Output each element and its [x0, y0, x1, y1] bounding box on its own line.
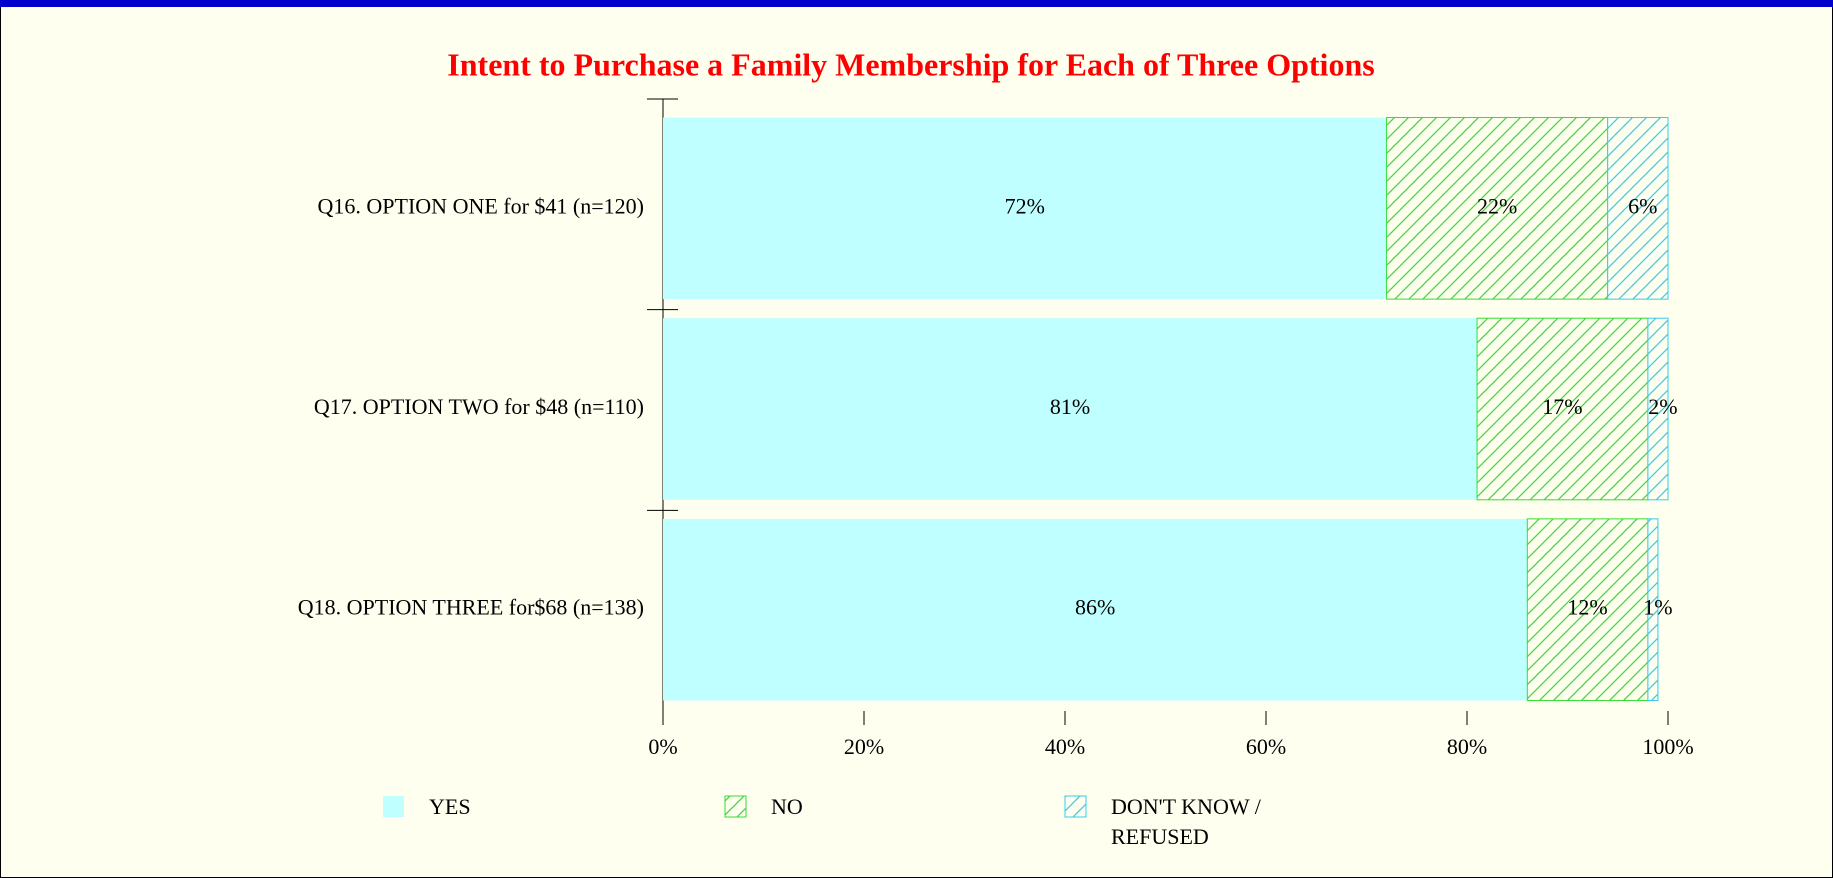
legend-swatch [724, 795, 747, 818]
bar-segment [663, 318, 1478, 500]
value-label: 22% [1477, 193, 1517, 218]
bar-segment [1647, 518, 1659, 701]
legend-label-box: YES [429, 794, 471, 819]
x-tick-label: 80% [1447, 734, 1487, 759]
value-label: 1% [1643, 595, 1672, 620]
bar-segment [1607, 117, 1669, 300]
value-label: 72% [1005, 193, 1045, 218]
value-label: 2% [1648, 394, 1677, 419]
bar-segment [1526, 518, 1649, 701]
value-label: 6% [1628, 193, 1657, 218]
x-tick-label: 20% [844, 734, 884, 759]
y-tick-label: Q18. OPTION THREE for$68 (n=138) [298, 595, 644, 620]
top-bar [0, 0, 1833, 7]
bar-segment [1647, 317, 1669, 501]
legend-swatch [383, 796, 404, 817]
bar-segment [663, 117, 1387, 300]
value-label: 81% [1050, 394, 1090, 419]
value-label: 12% [1567, 595, 1607, 620]
y-tick-label: Q16. OPTION ONE for $41 (n=120) [318, 193, 644, 218]
y-tick-label: Q17. OPTION TWO for $48 (n=110) [314, 394, 644, 419]
value-label: 17% [1542, 394, 1582, 419]
legend-label: DON'T KNOW / REFUSED [1111, 794, 1261, 849]
bar-segment [1386, 117, 1609, 300]
value-label: 86% [1075, 595, 1115, 620]
legend-label-box: DON'T KNOW / REFUSED [1111, 794, 1261, 849]
legend-label-box: NO [771, 794, 803, 819]
bar-segment [663, 518, 1528, 701]
chart-title: Intent to Purchase a Family Membership f… [447, 46, 1374, 82]
x-tick-label: 100% [1642, 734, 1693, 759]
legend-swatch [1064, 795, 1087, 818]
legend-label: NO [771, 794, 803, 819]
bar-segment [1476, 317, 1649, 501]
x-tick-label: 40% [1045, 734, 1085, 759]
x-tick-label: 0% [648, 734, 677, 759]
x-tick-label: 60% [1246, 734, 1286, 759]
legend-label: YES [429, 794, 471, 819]
